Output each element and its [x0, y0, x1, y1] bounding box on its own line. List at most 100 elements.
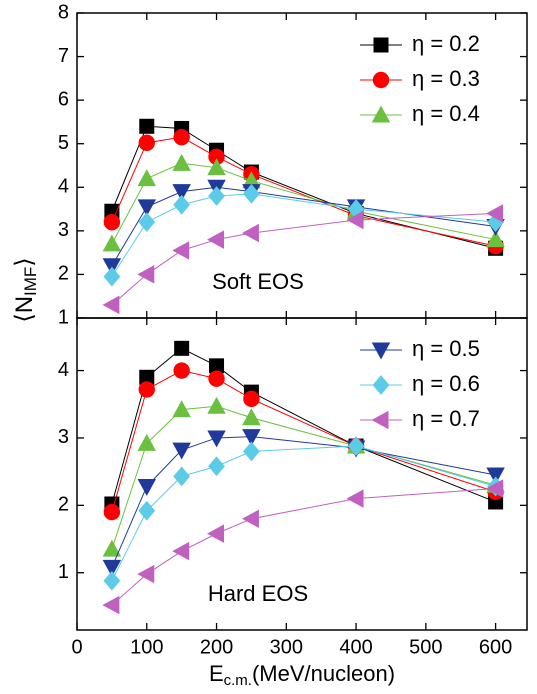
data-point	[208, 370, 225, 387]
data-point	[243, 390, 260, 408]
legend-label: η = 0.5	[412, 336, 480, 361]
data-point	[137, 199, 157, 217]
data-point	[242, 429, 261, 447]
data-point	[138, 381, 155, 398]
data-point	[137, 265, 155, 284]
data-point	[138, 212, 156, 233]
legend-marker	[371, 342, 391, 360]
x-tick-label: 400	[339, 636, 372, 658]
series-line	[111, 162, 496, 245]
data-point	[137, 433, 157, 451]
annotation: Soft EOS	[212, 269, 304, 294]
y-label-sub: IMF	[21, 267, 40, 296]
data-point	[207, 396, 226, 414]
y-tick-label: 4	[58, 176, 69, 198]
legend-label: η = 0.2	[412, 31, 480, 56]
data-point	[138, 500, 156, 521]
data-point	[103, 266, 121, 287]
data-point	[103, 213, 121, 231]
data-point	[102, 595, 120, 615]
data-point	[138, 134, 155, 152]
y-tick-label: 6	[58, 88, 69, 110]
y-tick-label: 7	[58, 45, 69, 67]
y-label-main: ⟨N	[11, 296, 38, 323]
data-point	[103, 570, 121, 591]
data-point	[243, 441, 260, 462]
legend-marker	[373, 37, 389, 53]
data-point	[207, 430, 226, 448]
data-point	[243, 183, 260, 204]
series-line	[111, 125, 496, 249]
data-point	[207, 230, 225, 249]
y-tick-label: 5	[58, 132, 69, 154]
y-tick-label: 3	[58, 426, 69, 448]
data-point	[241, 509, 259, 529]
x-tick-label: 300	[270, 636, 303, 658]
x-tick-label: 600	[479, 636, 512, 658]
data-point	[103, 503, 121, 521]
data-point	[102, 258, 122, 276]
data-point	[207, 524, 225, 543]
legend-label: η = 0.4	[412, 101, 480, 126]
plot-frame	[76, 317, 528, 631]
y-label-end: ⟩	[11, 257, 38, 266]
data-point	[346, 489, 364, 508]
data-point	[172, 400, 191, 418]
data-point	[173, 362, 190, 379]
data-point	[486, 230, 505, 248]
y-tick-label: 1	[58, 561, 69, 583]
data-point	[172, 241, 190, 260]
data-point	[174, 340, 190, 356]
x-tick-label: 200	[200, 636, 233, 658]
data-point	[207, 158, 226, 176]
y-tick-label: 3	[58, 219, 69, 241]
y-tick-label: 8	[58, 1, 69, 23]
annotation: Hard EOS	[208, 581, 308, 606]
series-line	[111, 436, 496, 568]
legend-marker	[371, 105, 391, 123]
data-point	[102, 234, 122, 252]
x-label-main: E	[209, 661, 224, 686]
legend-label: η = 0.3	[412, 66, 480, 91]
data-point	[173, 466, 191, 487]
legend-label: η = 0.7	[412, 406, 480, 431]
y-tick-label: 2	[58, 494, 69, 516]
legend-marker	[372, 71, 390, 89]
data-point	[139, 118, 155, 134]
legend-marker	[372, 375, 390, 395]
data-point	[347, 436, 365, 456]
data-point	[172, 184, 191, 202]
data-point	[137, 169, 157, 187]
data-point	[102, 559, 122, 577]
data-point	[486, 479, 504, 498]
data-point	[102, 539, 122, 557]
y-tick-label: 4	[58, 359, 69, 381]
data-point	[208, 186, 225, 206]
y-axis-label: ⟨NIMF⟩	[11, 257, 40, 322]
data-point	[486, 204, 504, 223]
data-point	[486, 467, 505, 485]
legend-label: η = 0.6	[412, 371, 480, 396]
data-point	[173, 128, 190, 146]
legend-marker	[371, 410, 389, 430]
series-line	[111, 193, 496, 277]
series-line	[111, 445, 496, 582]
x-tick-label: 500	[409, 636, 442, 658]
data-point	[137, 478, 157, 496]
x-axis-label: Ec.m.(MeV/nucleon)	[209, 661, 395, 689]
x-label-rest: (MeV/nucleon)	[252, 661, 395, 686]
x-label-sub: c.m.	[224, 672, 252, 689]
data-point	[137, 564, 155, 584]
data-point	[173, 194, 191, 215]
data-point	[346, 210, 364, 230]
x-tick-label: 100	[130, 636, 163, 658]
x-tick-label: 0	[71, 636, 82, 658]
data-point	[242, 408, 261, 426]
data-point	[208, 456, 225, 477]
series-line	[111, 136, 496, 247]
data-point	[172, 541, 190, 561]
y-tick-label: 1	[58, 306, 69, 328]
y-tick-label: 2	[58, 263, 69, 285]
data-point	[102, 295, 120, 315]
